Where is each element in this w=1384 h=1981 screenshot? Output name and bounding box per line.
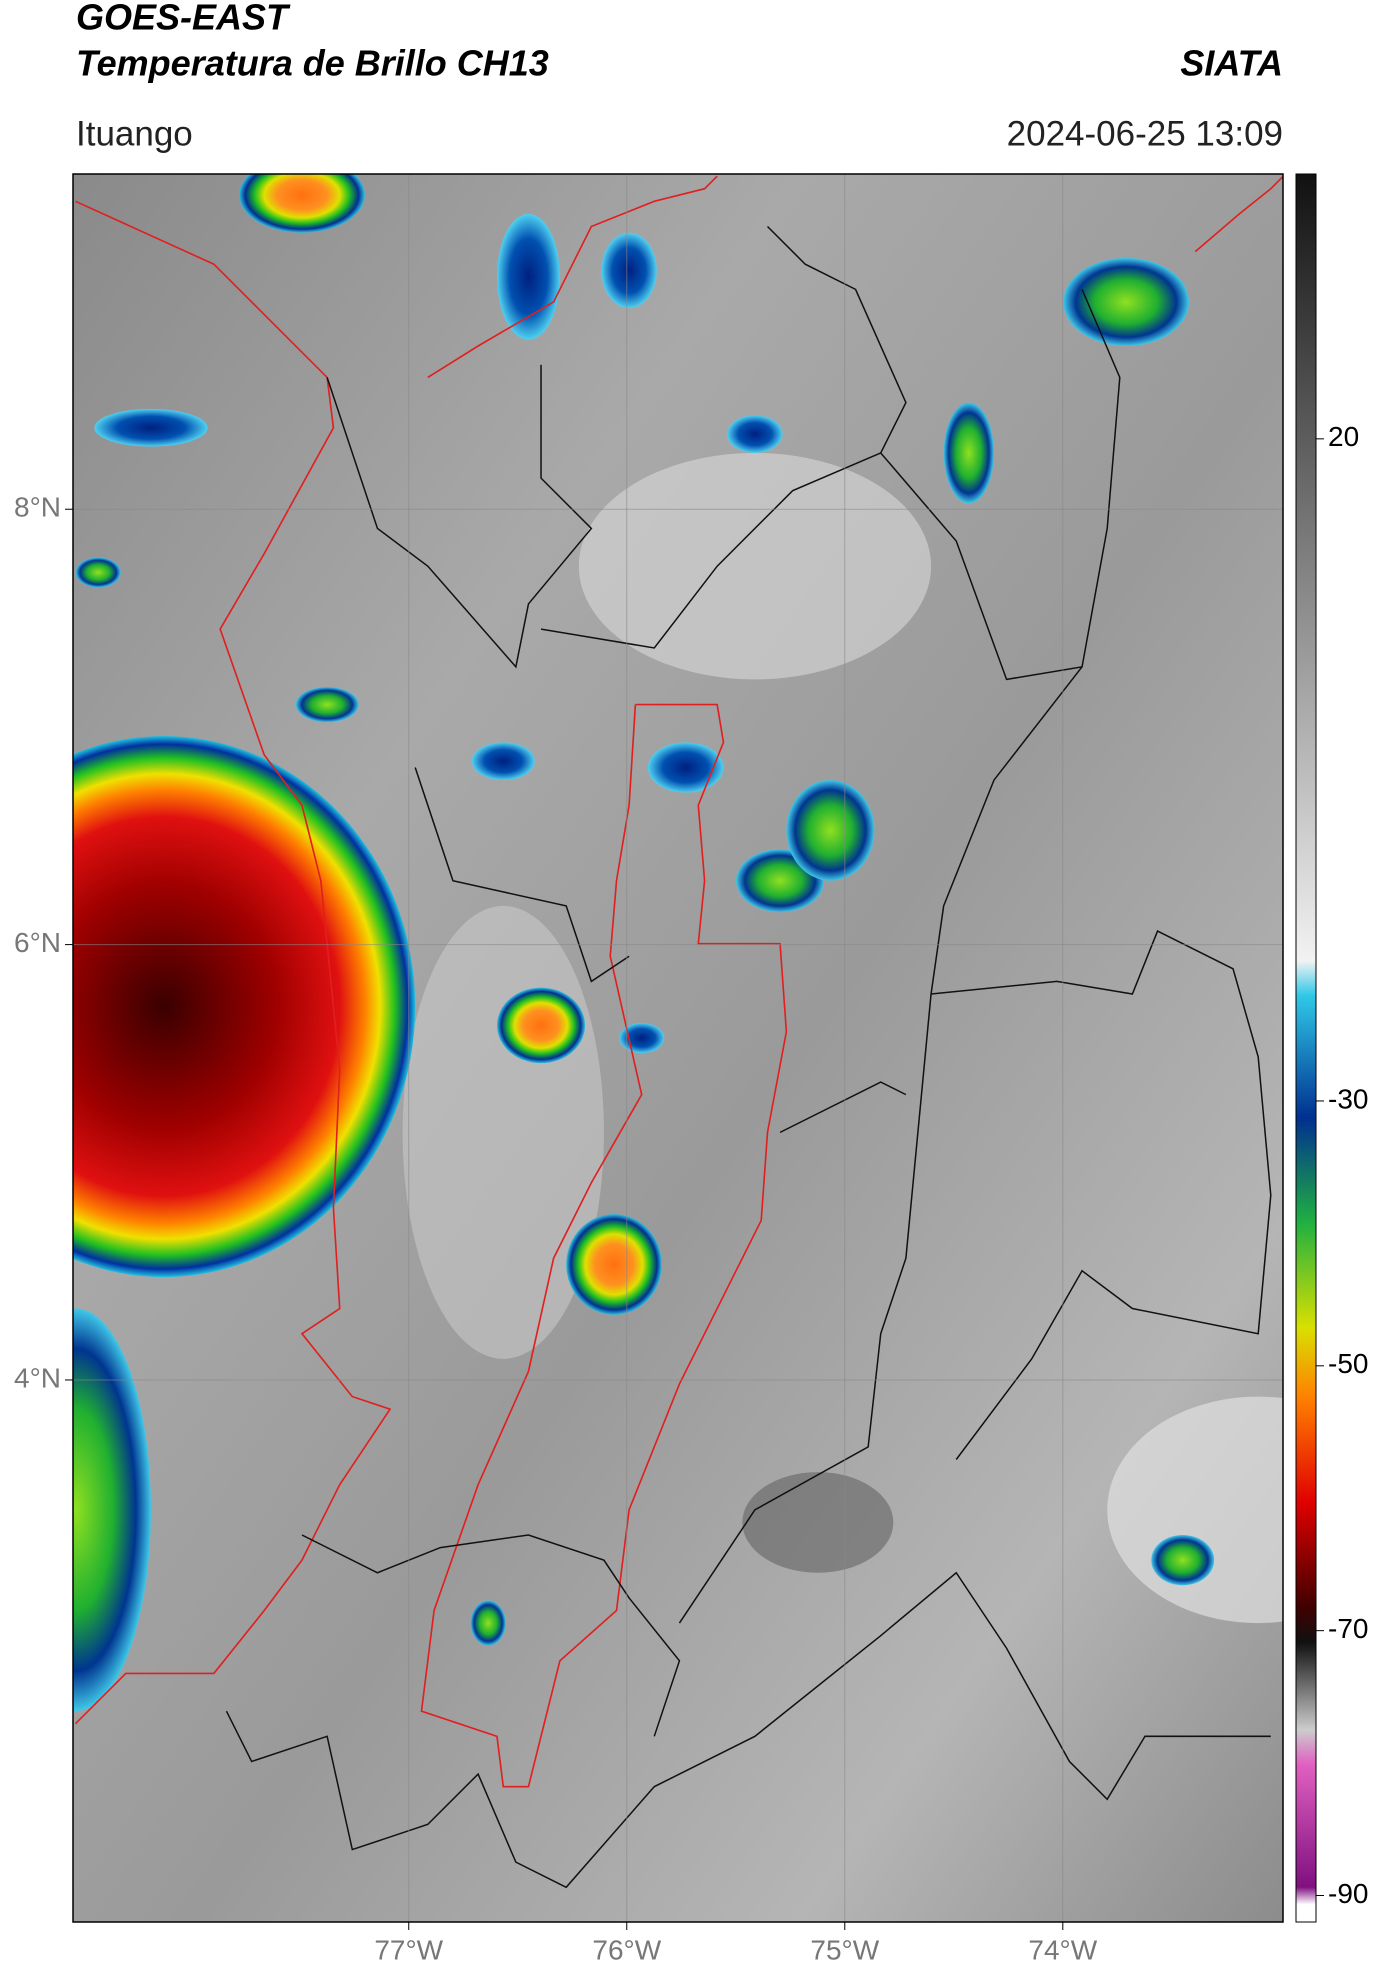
location: Ituango — [76, 114, 193, 153]
x-tick-label: 74°W — [1028, 1934, 1097, 1965]
colorbar-tick-label: -90 — [1328, 1878, 1368, 1909]
product-title: Temperatura de Brillo CH13 — [76, 43, 549, 84]
x-tick-label: 75°W — [810, 1934, 879, 1965]
y-tick-label: 8°N — [14, 492, 61, 523]
satellite-title: GOES-EAST — [76, 0, 291, 38]
agency: SIATA — [1180, 43, 1283, 84]
map-imagery — [73, 174, 1283, 1922]
cloud-features — [73, 174, 1283, 1889]
colorbar-tick-label: 20 — [1328, 421, 1359, 452]
graticule — [73, 174, 1283, 1922]
map-frame — [72, 173, 1284, 1923]
colorbar-tick-label: -30 — [1328, 1083, 1368, 1114]
colorbar-tick-label: -50 — [1328, 1348, 1368, 1379]
x-tick-label: 77°W — [374, 1934, 443, 1965]
x-tick-label: 76°W — [592, 1934, 661, 1965]
timestamp: 2024-06-25 13:09 — [1007, 114, 1283, 153]
colorbar-tick-label: -70 — [1328, 1613, 1368, 1644]
y-tick-label: 6°N — [14, 927, 61, 958]
y-tick-label: 4°N — [14, 1362, 61, 1393]
colorbar — [1295, 173, 1317, 1923]
